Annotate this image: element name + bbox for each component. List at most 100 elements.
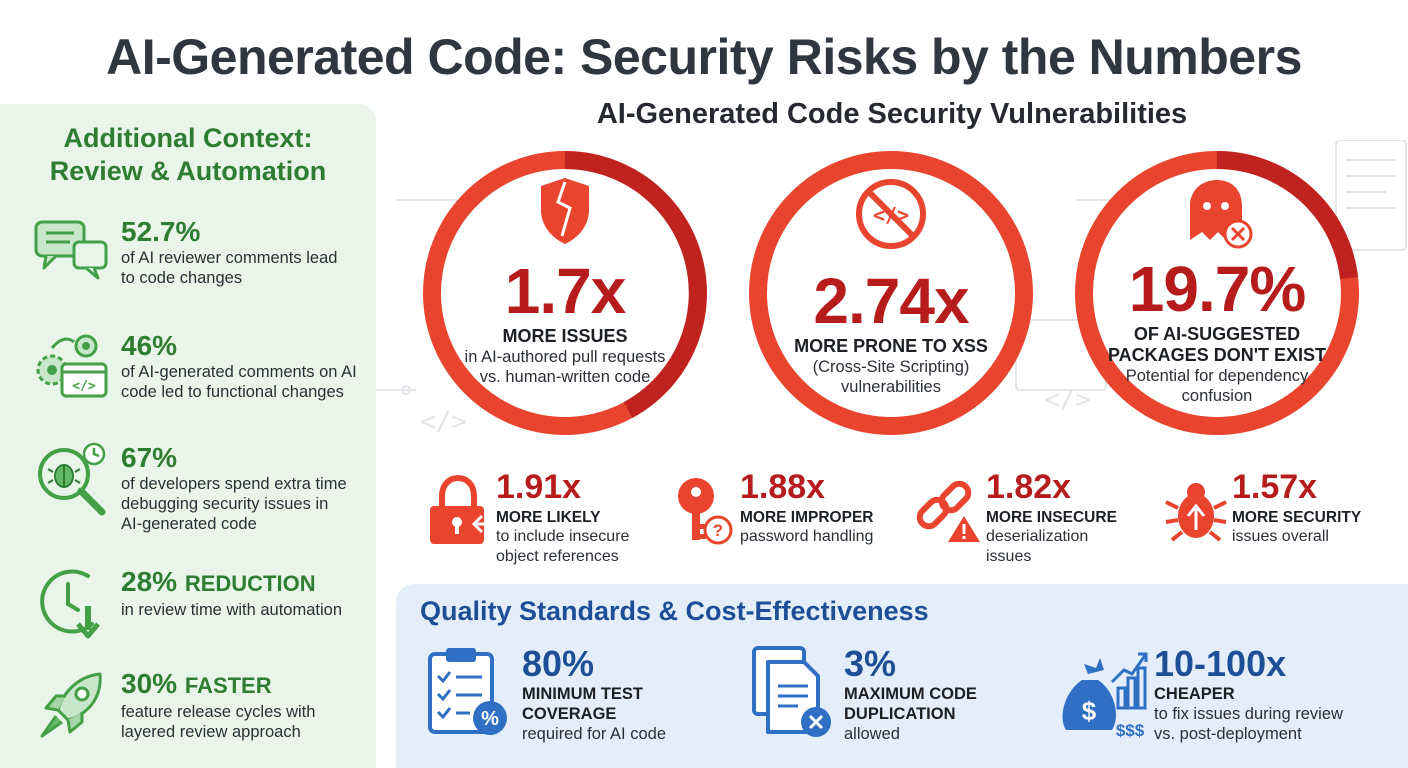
mini-stat-insecure-deserialization: 1.82x MORE INSECURE deserialization issu… [914, 466, 1154, 576]
mini-desc: deserialization [986, 528, 1089, 545]
ring-desc: vs. human-written code [479, 368, 651, 386]
ring-label: PACKAGES DON'T EXIST [1108, 345, 1326, 365]
context-item-release-cycles: 30% FASTER feature release cycles with l… [34, 668, 374, 768]
ring-chart-icon [423, 151, 707, 435]
mini-text: 1.88x MORE IMPROPER password handling [740, 466, 910, 547]
ring-more-issues: 1.7x MORE ISSUES in AI-authored pull req… [420, 148, 710, 438]
quality-desc: vs. post-deployment [1154, 725, 1302, 743]
context-stat: 67% [121, 442, 178, 473]
gear-code-icon: </> [36, 334, 108, 398]
quality-item-cost-savings: $ $$$ 10-100x CHEAPER to fix issues duri… [1058, 644, 1398, 764]
desc-line: feature release cycles with [121, 703, 316, 721]
context-item-text: 67% of developers spend extra time debug… [121, 442, 376, 534]
quality-label: DUPLICATION [844, 705, 956, 723]
context-desc: feature release cycles with layered revi… [121, 702, 376, 742]
padlock-icon [430, 474, 490, 544]
context-desc: of AI reviewer comments lead to code cha… [121, 248, 376, 288]
mini-text: 1.91x MORE LIKELY to include insecure ob… [496, 466, 666, 567]
context-item-developers-debugging: 67% of developers spend extra time debug… [34, 442, 374, 542]
bug-icon [1165, 483, 1227, 542]
mini-desc: object references [496, 548, 619, 565]
mini-value: 1.91x [496, 468, 582, 506]
mini-label: MORE SECURITY [1232, 509, 1362, 526]
quality-label: MINIMUM TEST [522, 685, 643, 703]
mini-desc: issues [986, 548, 1032, 565]
mini-desc: to include insecure [496, 528, 630, 545]
desc-line: of AI-generated comments on AI [121, 363, 357, 381]
desc-line: of AI reviewer comments lead [121, 249, 338, 267]
quality-value: 3% [844, 643, 897, 684]
stat-suffix: REDUCTION [184, 571, 316, 596]
circuit-background-decoration: </> </> [376, 140, 1407, 437]
ring-desc: vulnerabilities [841, 378, 941, 396]
desc-line: debugging security issues in [121, 495, 329, 513]
context-title: Additional Context: Review & Automation [0, 122, 376, 188]
mini-stat-password-handling: ? 1.88x MORE IMPROPER password handling [668, 466, 908, 576]
desc-line: in review time with automation [121, 601, 343, 619]
money-bag-growth-icon: $ $$$ [1062, 652, 1148, 740]
quality-item-code-duplication: 3% MAXIMUM CODE DUPLICATION allowed [748, 644, 1048, 764]
ring-nonexistent-packages: 19.7% OF AI-SUGGESTED PACKAGES DON'T EXI… [1072, 148, 1362, 438]
quality-text: 80% MINIMUM TEST COVERAGE required for A… [522, 644, 732, 744]
ring-xss: </> 2.74x MORE PRONE TO XSS (Cross-Site … [746, 148, 1036, 438]
mini-desc: password handling [740, 528, 874, 545]
ring-desc: Potential for dependency [1125, 367, 1309, 385]
context-item-text: 52.7% of AI reviewer comments lead to co… [121, 216, 376, 288]
context-item-text: 46% of AI-generated comments on AI code … [121, 330, 376, 402]
ring-desc: confusion [1181, 387, 1253, 405]
context-desc: of developers spend extra time debugging… [121, 474, 376, 534]
svg-text:</>: </> [72, 379, 96, 394]
desc-line: code led to functional changes [121, 383, 344, 401]
ring-label: OF AI-SUGGESTED [1133, 324, 1301, 344]
ring-value: 2.74x [813, 265, 969, 337]
quality-desc: allowed [844, 725, 900, 743]
quality-value: 80% [522, 643, 595, 684]
mini-value: 1.57x [1232, 468, 1318, 506]
svg-text:$$$: $$$ [1116, 721, 1145, 740]
ring-label: MORE PRONE TO XSS [794, 336, 988, 356]
desc-line: layered review approach [121, 723, 301, 741]
stat-value: 28% [121, 566, 178, 597]
quality-desc: required for AI code [522, 725, 667, 743]
quality-item-test-coverage: % 80% MINIMUM TEST COVERAGE required for… [426, 644, 736, 764]
ring-text: 2.74x MORE PRONE TO XSS (Cross-Site Scri… [746, 266, 1036, 397]
chat-bubbles-icon [34, 220, 108, 280]
rocket-icon [40, 672, 102, 738]
svg-text:%: % [481, 708, 499, 730]
quality-text: 3% MAXIMUM CODE DUPLICATION allowed [844, 644, 1054, 744]
mini-text: 1.57x MORE SECURITY issues overall [1232, 466, 1402, 547]
mini-value: 1.88x [740, 468, 826, 506]
svg-text:</>: </> [1044, 385, 1091, 415]
ring-chart-icon [1075, 151, 1359, 435]
ring-label: MORE ISSUES [502, 326, 628, 346]
duplicate-documents-icon [752, 646, 831, 737]
context-desc: in review time with automation [121, 600, 376, 620]
ring-desc: (Cross-Site Scripting) [812, 358, 970, 376]
clock-down-arrow-icon [40, 569, 100, 639]
quality-label: COVERAGE [522, 705, 617, 723]
ring-desc: in AI-authored pull requests [464, 348, 666, 366]
quality-panel: Quality Standards & Cost-Effectiveness %… [396, 584, 1408, 768]
context-desc: of AI-generated comments on AI code led … [121, 362, 376, 402]
quality-desc: to fix issues during review [1154, 705, 1343, 723]
mini-label: MORE LIKELY [496, 509, 601, 526]
ring-value: 19.7% [1128, 253, 1306, 325]
ring-chart-icon: </> [749, 151, 1033, 435]
quality-title: Quality Standards & Cost-Effectiveness [420, 596, 929, 626]
svg-text:</>: </> [873, 203, 909, 227]
quality-value: 10-100x [1154, 643, 1287, 684]
page-title: AI-Generated Code: Security Risks by the… [106, 29, 1302, 85]
context-item-ai-comments: </> 46% of AI-generated comments on AI c… [34, 330, 374, 430]
context-stat: 30% FASTER [121, 668, 376, 702]
clipboard-checklist-icon: % [428, 648, 507, 735]
quality-label: MAXIMUM CODE [844, 685, 977, 703]
svg-text:?: ? [713, 521, 723, 540]
context-stat: 28% REDUCTION [121, 566, 376, 600]
ring-text: 1.7x MORE ISSUES in AI-authored pull req… [420, 256, 710, 387]
stat-suffix: FASTER [184, 673, 272, 698]
dollar-sign-glyph: $ [1082, 696, 1097, 726]
context-item-text: 30% FASTER feature release cycles with l… [121, 668, 376, 742]
mini-label: MORE IMPROPER [740, 509, 874, 526]
context-item-review-time: 28% REDUCTION in review time with automa… [34, 566, 374, 666]
stat-value: 30% [121, 668, 178, 699]
